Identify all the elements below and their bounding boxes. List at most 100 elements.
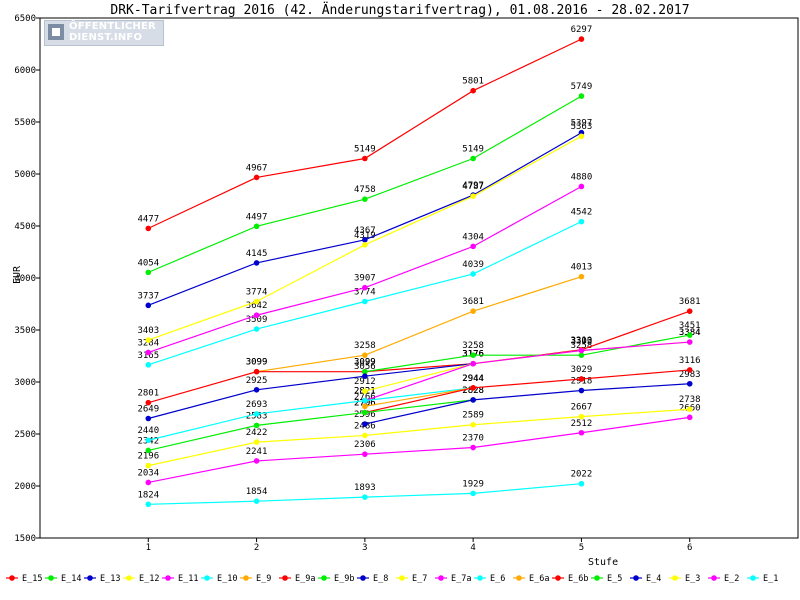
data-label: 3509 bbox=[246, 315, 268, 325]
x-tick-label: 4 bbox=[470, 543, 475, 553]
data-point bbox=[253, 439, 260, 445]
y-tick-label: 5000 bbox=[14, 170, 36, 180]
legend-marker bbox=[87, 575, 93, 581]
data-point bbox=[578, 133, 585, 140]
data-point bbox=[253, 298, 260, 305]
data-label: 3099 bbox=[354, 358, 376, 368]
data-point bbox=[362, 388, 368, 394]
series-e-6b bbox=[362, 367, 693, 416]
data-point bbox=[362, 397, 368, 404]
data-label: 2738 bbox=[679, 395, 701, 405]
data-point bbox=[145, 362, 152, 368]
legend-marker bbox=[9, 575, 15, 581]
data-label: 2196 bbox=[137, 452, 159, 462]
legend-marker bbox=[672, 575, 678, 581]
series-e-2 bbox=[145, 414, 693, 486]
data-label: 3681 bbox=[679, 297, 701, 307]
data-point bbox=[470, 352, 476, 358]
legend-marker bbox=[750, 575, 756, 581]
data-point bbox=[362, 196, 368, 202]
data-label: 4319 bbox=[354, 231, 376, 241]
data-label: 1929 bbox=[462, 479, 484, 489]
data-label: 5149 bbox=[462, 145, 484, 155]
data-point bbox=[362, 352, 368, 358]
series-e-3 bbox=[145, 406, 693, 469]
data-point bbox=[253, 326, 260, 332]
data-label: 3284 bbox=[137, 338, 159, 348]
legend-item: E_10 bbox=[201, 574, 237, 584]
legend-label: E_13 bbox=[100, 574, 120, 584]
data-point bbox=[253, 174, 260, 181]
data-point bbox=[253, 411, 260, 417]
data-point bbox=[470, 385, 476, 391]
chart-title: DRK-Tarifvertrag 2016 (42. Änderungstari… bbox=[110, 2, 689, 18]
data-point bbox=[362, 432, 368, 439]
data-point bbox=[253, 387, 260, 393]
data-point bbox=[686, 332, 693, 338]
data-label-layer: 4477 4967 5149 5801 6297 4054 4497 4758 5149 5749… bbox=[137, 25, 700, 500]
data-point bbox=[470, 87, 476, 94]
legend-label: E_9a bbox=[295, 574, 315, 584]
data-label: 4880 bbox=[571, 172, 593, 182]
legend-item: E_6a bbox=[513, 574, 549, 584]
legend-label: E_15 bbox=[22, 574, 42, 584]
data-point bbox=[253, 312, 260, 319]
data-label: 2667 bbox=[571, 403, 593, 413]
data-label: 4787 bbox=[462, 182, 484, 192]
series-line bbox=[148, 416, 690, 484]
logo-icon bbox=[48, 24, 64, 40]
data-point bbox=[578, 480, 585, 487]
series-line bbox=[364, 383, 690, 425]
data-label: 4367 bbox=[354, 226, 376, 236]
data-label: 3681 bbox=[462, 297, 484, 307]
legend-item: E_12 bbox=[123, 574, 159, 584]
legend-marker bbox=[516, 575, 522, 581]
data-label: 3907 bbox=[354, 274, 376, 284]
data-point bbox=[470, 421, 476, 428]
data-point bbox=[470, 397, 476, 403]
data-point bbox=[578, 376, 585, 382]
data-label: 4013 bbox=[571, 263, 593, 273]
data-label: 2440 bbox=[137, 426, 159, 436]
data-label: 2801 bbox=[137, 389, 159, 399]
data-label: 3099 bbox=[246, 358, 268, 368]
data-point bbox=[145, 302, 152, 309]
legend-label: E_9b bbox=[334, 574, 354, 584]
data-point bbox=[362, 155, 368, 162]
legend-marker bbox=[48, 575, 54, 581]
data-label: 3258 bbox=[571, 341, 593, 351]
data-label: 3310 bbox=[571, 336, 593, 346]
data-point bbox=[362, 409, 368, 416]
x-tick-label: 2 bbox=[254, 543, 259, 553]
data-label: 3029 bbox=[571, 365, 593, 375]
legend-label: E_5 bbox=[607, 574, 622, 584]
data-point bbox=[470, 243, 476, 250]
data-point bbox=[578, 273, 585, 280]
data-point bbox=[362, 451, 368, 457]
data-label: 2306 bbox=[354, 440, 376, 450]
data-label: 3099 bbox=[354, 358, 376, 368]
legend-marker bbox=[477, 575, 483, 581]
data-label: 3403 bbox=[137, 326, 159, 336]
data-point bbox=[686, 339, 693, 345]
data-point bbox=[686, 380, 693, 387]
series-line bbox=[148, 310, 690, 404]
data-label: 4039 bbox=[462, 260, 484, 270]
data-label: 5149 bbox=[354, 145, 376, 155]
legend-marker bbox=[165, 575, 171, 581]
legend: E_15 E_14 E_13 E_12 E_11 E_10 E_9 E_9a E_9b E_8 E_… bbox=[6, 574, 778, 584]
data-label: 3258 bbox=[354, 341, 376, 351]
data-point bbox=[145, 399, 152, 406]
data-point bbox=[362, 237, 368, 243]
legend-item: E_15 bbox=[6, 574, 42, 584]
data-point bbox=[253, 422, 260, 429]
legend-marker bbox=[204, 575, 210, 581]
data-label: 1854 bbox=[246, 487, 268, 497]
series-e-12 bbox=[145, 133, 585, 343]
series-e-9 bbox=[253, 273, 585, 375]
series-line bbox=[364, 369, 690, 414]
data-point bbox=[578, 429, 585, 436]
data-point bbox=[362, 403, 368, 410]
y-axis: 1500 2000 2500 3000 3500 4000 4500 5000 5500 6000… bbox=[14, 14, 40, 544]
